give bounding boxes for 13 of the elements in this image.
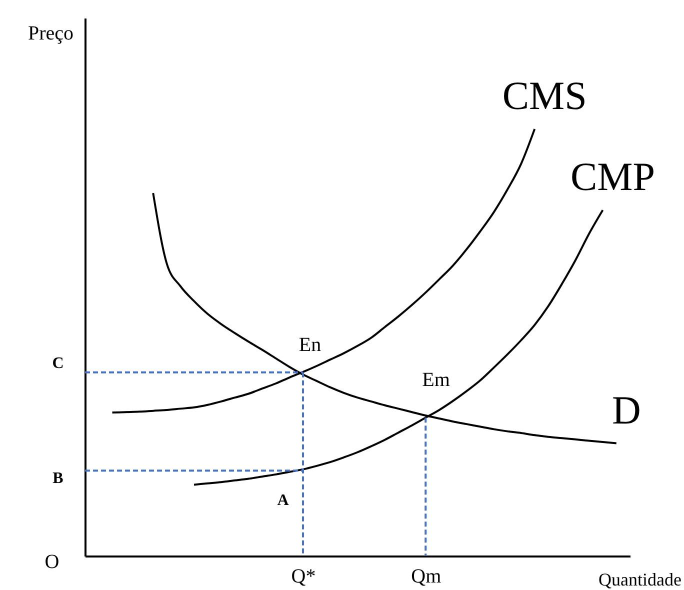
text: C — [52, 355, 64, 372]
text: B — [52, 470, 64, 487]
text: O — [44, 551, 60, 573]
x-axis-title: Quantidade — [598, 570, 682, 590]
annotation: A — [277, 492, 290, 509]
y-axis-title: Preço — [28, 22, 74, 44]
annotation: En — [298, 334, 322, 356]
annotation: Em — [422, 369, 450, 391]
series-label: CMP — [570, 154, 655, 200]
x-tick-label: Q* — [291, 566, 316, 588]
series-label: D — [612, 387, 641, 432]
x-tick-label: Qm — [411, 566, 442, 588]
series-label: CMS — [502, 73, 587, 118]
